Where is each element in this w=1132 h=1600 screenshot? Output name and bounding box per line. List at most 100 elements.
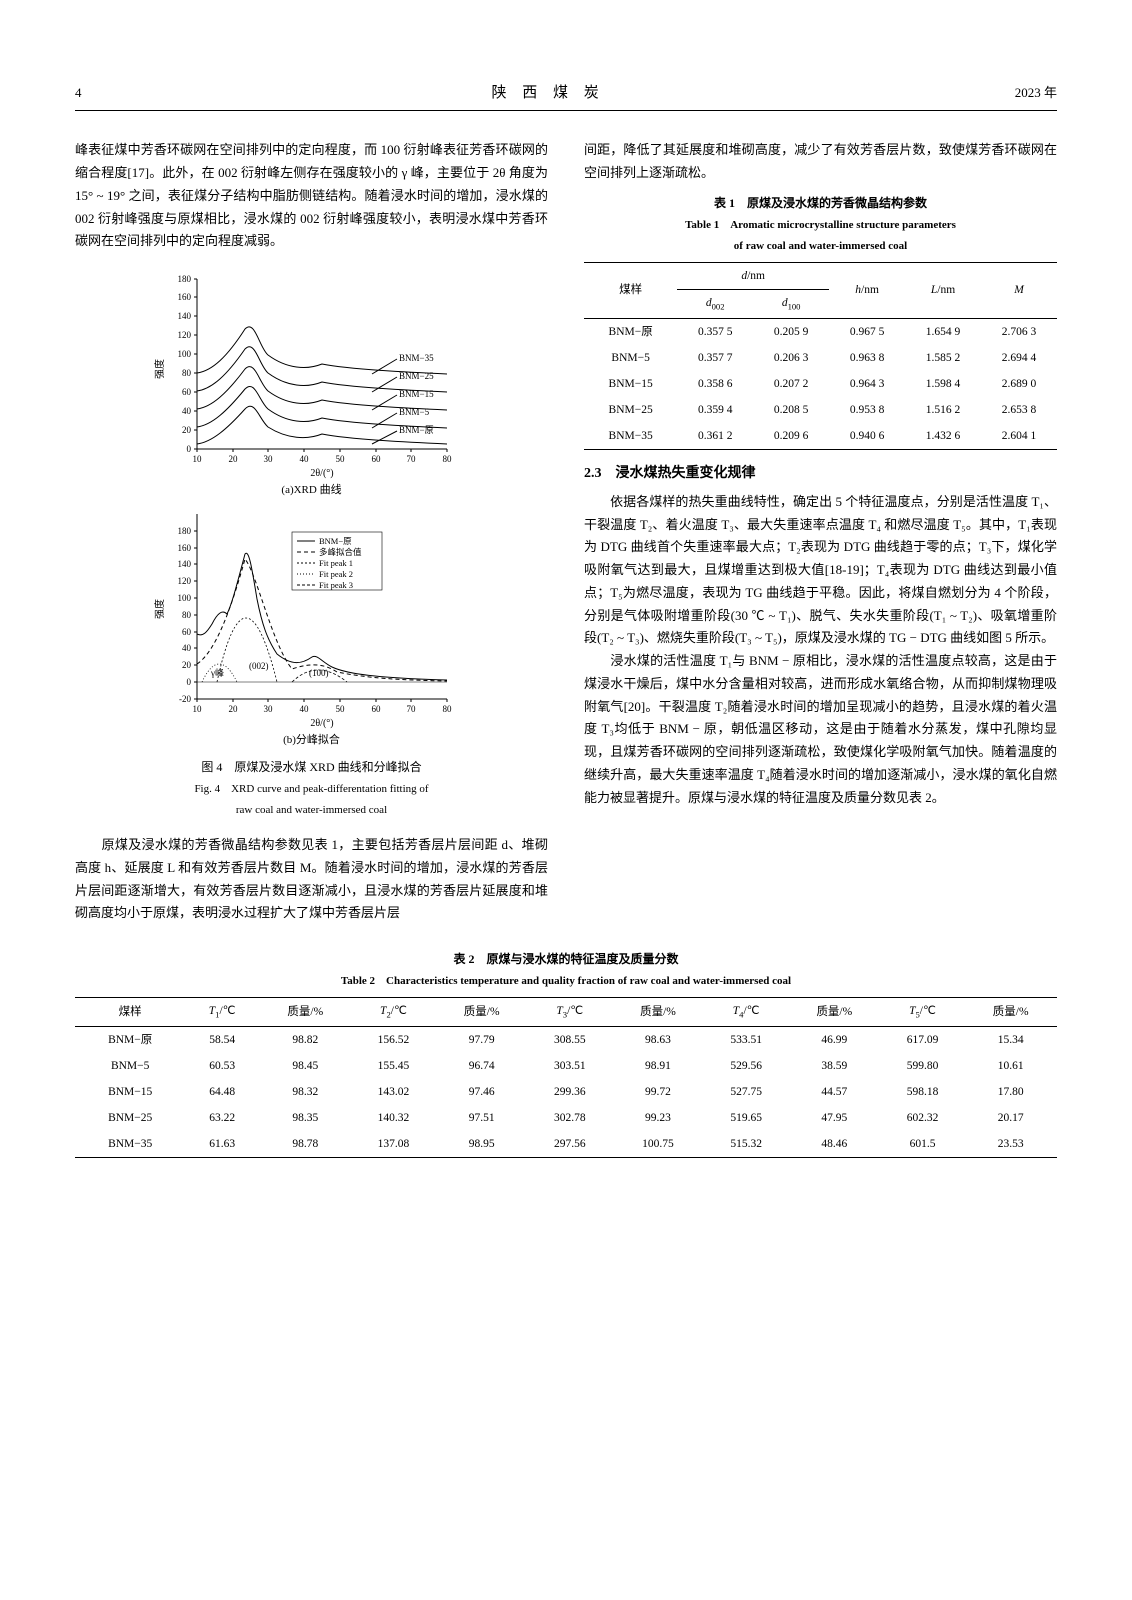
table-cell: 98.35 — [259, 1105, 352, 1131]
svg-text:70: 70 — [406, 454, 416, 464]
svg-text:20: 20 — [228, 704, 238, 714]
table-cell: 15.34 — [964, 1026, 1057, 1053]
svg-text:40: 40 — [299, 454, 309, 464]
table-cell: 60.53 — [185, 1053, 259, 1079]
svg-text:BNM−15: BNM−15 — [399, 389, 434, 399]
table-cell: 299.36 — [528, 1079, 612, 1105]
table-cell: 527.75 — [704, 1079, 788, 1105]
t1-h-h: h/nm — [829, 263, 905, 319]
table-cell: 308.55 — [528, 1026, 612, 1053]
table-cell: BNM−35 — [584, 423, 677, 450]
page-number: 4 — [75, 82, 82, 105]
figure-4a-svg: 0 20 40 60 80 100 120 140 160 180 10 — [152, 271, 472, 481]
svg-text:100: 100 — [177, 349, 191, 359]
left-column: 峰表征煤中芳香环碳网在空间排列中的定向程度，而 100 衍射峰表征芳香环碳网的缩… — [75, 139, 548, 925]
table-cell: 143.02 — [352, 1079, 436, 1105]
figure-4b-svg: -20 0 20 40 60 80 100 120 140 160 180 — [152, 506, 472, 731]
table-cell: 0.206 3 — [753, 345, 829, 371]
svg-text:0: 0 — [186, 677, 191, 687]
figure-4a-label: (a)XRD 曲线 — [75, 481, 548, 500]
svg-text:80: 80 — [442, 454, 452, 464]
table-cell: 0.357 7 — [677, 345, 753, 371]
table-cell: 1.654 9 — [905, 318, 981, 345]
para-right-0: 间距，降低了其延展度和堆砌高度，减少了有效芳香层片数，致使煤芳香环碳网在空间排列… — [584, 139, 1057, 185]
table-cell: 140.32 — [352, 1105, 436, 1131]
table-cell: 0.940 6 — [829, 423, 905, 450]
table-cell: 0.967 5 — [829, 318, 905, 345]
svg-text:60: 60 — [371, 454, 381, 464]
table-cell: 0.358 6 — [677, 371, 753, 397]
table-cell: 98.45 — [259, 1053, 352, 1079]
figure-4-caption-en-1: Fig. 4 XRD curve and peak-differentation… — [75, 780, 548, 799]
svg-text:BNM−25: BNM−25 — [399, 371, 434, 381]
para-right-2: 浸水煤的活性温度 T₁与 BNM − 原相比，浸水煤的活性温度点较高，这是由于煤… — [584, 650, 1057, 809]
table-cell: 137.08 — [352, 1131, 436, 1158]
table-cell: 0.361 2 — [677, 423, 753, 450]
table-row: BNM−250.359 40.208 50.953 81.516 22.653 … — [584, 397, 1057, 423]
table-cell: 617.09 — [881, 1026, 965, 1053]
table-2-title-cn: 表 2 原煤与浸水煤的特征温度及质量分数 — [75, 949, 1057, 970]
svg-text:70: 70 — [406, 704, 416, 714]
svg-text:120: 120 — [177, 330, 191, 340]
table-cell: 303.51 — [528, 1053, 612, 1079]
table-cell: 38.59 — [788, 1053, 881, 1079]
table-cell: 48.46 — [788, 1131, 881, 1158]
table-cell: 2.689 0 — [981, 371, 1057, 397]
table-cell: 0.359 4 — [677, 397, 753, 423]
table-cell: BNM−35 — [75, 1131, 185, 1158]
table-cell: 598.18 — [881, 1079, 965, 1105]
table-header: T5/℃ — [881, 998, 965, 1026]
table-1-title-en-1: Table 1 Aromatic microcrystalline struct… — [584, 216, 1057, 235]
ytick: 0 — [186, 444, 197, 454]
svg-text:BNM−原: BNM−原 — [399, 425, 434, 435]
t1-h-sample: 煤样 — [584, 263, 677, 319]
table-cell: 1.516 2 — [905, 397, 981, 423]
table-cell: 519.65 — [704, 1105, 788, 1131]
svg-text:Fit peak 3: Fit peak 3 — [319, 580, 353, 590]
table-cell: 155.45 — [352, 1053, 436, 1079]
t1-h-M: M — [981, 263, 1057, 319]
table-row: BNM−1564.4898.32143.0297.46299.3699.7252… — [75, 1079, 1057, 1105]
table-header: 质量/% — [788, 998, 881, 1026]
table-cell: 533.51 — [704, 1026, 788, 1053]
svg-text:2θ/(°): 2θ/(°) — [310, 718, 333, 729]
svg-text:多峰拟合值: 多峰拟合值 — [319, 547, 362, 557]
table-cell: 0.209 6 — [753, 423, 829, 450]
figure-4b-label: (b)分峰拟合 — [75, 731, 548, 750]
svg-text:180: 180 — [177, 526, 191, 536]
t1-h-L: L/nm — [905, 263, 981, 319]
svg-text:BNM−5: BNM−5 — [399, 407, 430, 417]
table-cell: BNM−15 — [584, 371, 677, 397]
table-header: T1/℃ — [185, 998, 259, 1026]
journal-title: 陕 西 煤 炭 — [491, 80, 604, 106]
svg-text:-20: -20 — [179, 694, 191, 704]
table-cell: 97.79 — [435, 1026, 528, 1053]
table-cell: 58.54 — [185, 1026, 259, 1053]
table-row: BNM−原58.5498.82156.5297.79308.5598.63533… — [75, 1026, 1057, 1053]
svg-text:160: 160 — [177, 543, 191, 553]
svg-text:强度: 强度 — [153, 599, 166, 619]
table-cell: 99.23 — [612, 1105, 705, 1131]
svg-text:50: 50 — [335, 704, 345, 714]
section-2-3-head: 2.3 浸水煤热失重变化规律 — [584, 462, 1057, 487]
year: 2023 年 — [1015, 82, 1057, 105]
table-2-title-en: Table 2 Characteristics temperature and … — [75, 972, 1057, 991]
svg-text:20: 20 — [228, 454, 238, 464]
svg-text:140: 140 — [177, 311, 191, 321]
figure-4-caption-en-2: raw coal and water-immersed coal — [75, 801, 548, 820]
table-1-title-cn: 表 1 原煤及浸水煤的芳香微晶结构参数 — [584, 193, 1057, 214]
table-cell: BNM−5 — [75, 1053, 185, 1079]
table-cell: 61.63 — [185, 1131, 259, 1158]
table-cell: 515.32 — [704, 1131, 788, 1158]
table-cell: 302.78 — [528, 1105, 612, 1131]
svg-text:30: 30 — [263, 454, 273, 464]
svg-text:40: 40 — [299, 704, 309, 714]
table-cell: 0.207 2 — [753, 371, 829, 397]
table-cell: 100.75 — [612, 1131, 705, 1158]
svg-text:0: 0 — [186, 444, 191, 454]
table-header: T3/℃ — [528, 998, 612, 1026]
table-cell: 156.52 — [352, 1026, 436, 1053]
table-row: BNM−560.5398.45155.4596.74303.5198.91529… — [75, 1053, 1057, 1079]
table-cell: 96.74 — [435, 1053, 528, 1079]
table-cell: 23.53 — [964, 1131, 1057, 1158]
